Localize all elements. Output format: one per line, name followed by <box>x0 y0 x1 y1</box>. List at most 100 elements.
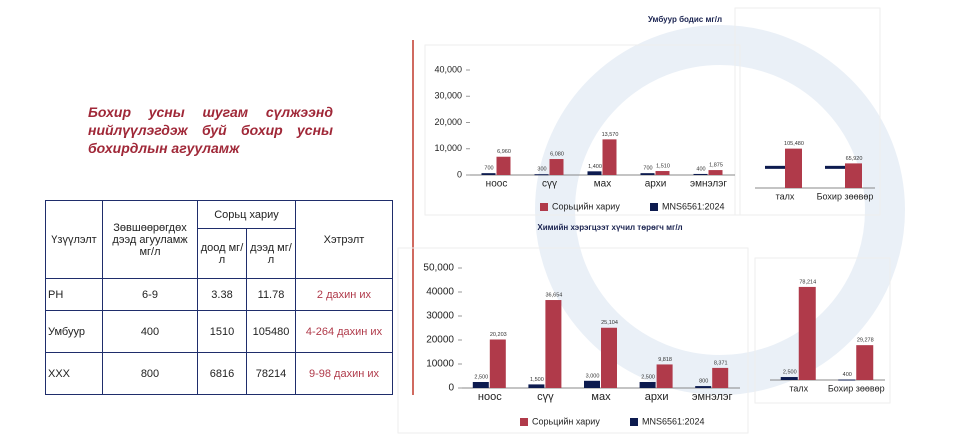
td: 400 <box>102 310 198 353</box>
data-label: 65,920 <box>846 156 863 162</box>
y-tick-label: 40000 <box>426 287 454 298</box>
bar <box>496 156 511 175</box>
data-label: 300 <box>537 167 546 173</box>
td: 2 дахин их <box>295 278 393 311</box>
data-label: 20,203 <box>490 332 507 338</box>
th: дээд мг/л <box>246 228 296 279</box>
legend-label: MNS6561:2024 <box>662 201 725 211</box>
bar <box>534 174 549 176</box>
data-label: 400 <box>843 372 852 378</box>
y-tick-label: 30,000 <box>434 91 462 101</box>
panel <box>397 247 749 434</box>
td: ХХХ <box>45 352 103 395</box>
data-label: 1,510 <box>656 163 670 169</box>
bar <box>584 380 600 388</box>
bar <box>845 163 862 188</box>
data-label: 1,400 <box>588 164 602 170</box>
heading: Бохир усны шугам сүлжээнд нийлүүлэгдэж б… <box>88 104 333 156</box>
bar <box>695 386 712 388</box>
bar <box>856 345 874 380</box>
x-tick-label: эмнэлэг <box>692 391 733 403</box>
y-tick-label: 30000 <box>426 311 454 322</box>
bar <box>798 286 816 380</box>
y-tick-label: 50,000 <box>423 263 454 274</box>
x-tick-label: ноос <box>478 391 502 403</box>
data-label: 25,104 <box>601 320 618 326</box>
th: Зөвшөөрөгдөх дээд агууламж мг/л <box>102 200 198 279</box>
x-tick-label: эмнэлэг <box>690 179 727 190</box>
panel <box>754 257 891 404</box>
td: 11.78 <box>246 278 296 311</box>
legend-label: MNS6561:2024 <box>642 416 705 426</box>
data-label: 400 <box>696 166 705 172</box>
legend-swatch <box>630 418 638 426</box>
table: Үзүүлэлт Зөвшөөрөгдөх дээд агууламж мг/л С… <box>45 200 393 395</box>
bar <box>693 173 708 175</box>
td: Умбуур <box>45 310 103 353</box>
chart-title: Умбуур бодис мг/л <box>648 15 722 24</box>
x-tick-label: талх <box>789 383 808 393</box>
td: 6-9 <box>102 278 198 311</box>
panel <box>424 44 741 216</box>
th: Хэтрэлт <box>295 200 393 279</box>
y-tick-label: 0 <box>457 169 462 179</box>
data-label: 29,278 <box>857 338 874 344</box>
bar <box>481 173 496 175</box>
y-tick-label: 20000 <box>426 335 454 346</box>
x-tick-label: Бохир зөөвөр <box>828 383 885 393</box>
data-label: 78,214 <box>799 279 816 285</box>
y-tick-label: 10000 <box>426 359 454 370</box>
legend-swatch <box>650 203 658 211</box>
data-label: 13,570 <box>602 132 619 138</box>
data-label: 2,500 <box>474 374 488 380</box>
bar <box>601 327 617 388</box>
y-tick-label: 10,000 <box>434 143 462 153</box>
data-label: 105,480 <box>784 141 804 147</box>
data-label: 36,654 <box>545 292 562 298</box>
bar <box>708 170 723 175</box>
data-label: 3,000 <box>586 373 600 379</box>
bar <box>639 382 656 388</box>
bar <box>785 148 802 188</box>
data-label: 6,080 <box>550 151 564 157</box>
td: 105480 <box>246 310 296 353</box>
x-tick-label: Бохир зөөвөр <box>817 191 874 201</box>
x-tick-label: архи <box>645 391 669 403</box>
bar <box>655 171 670 175</box>
y-tick-label: 0 <box>448 383 454 394</box>
legend-swatch <box>540 203 548 211</box>
td: 9-98 дахин их <box>295 352 393 395</box>
legend-label: Сорьцийн хариу <box>532 416 600 426</box>
th: доод мг/л <box>197 228 247 279</box>
x-tick-label: мах <box>594 179 611 190</box>
x-tick-label: талх <box>776 191 795 201</box>
data-label: 8,371 <box>714 360 728 366</box>
data-label: 1,875 <box>709 163 723 169</box>
bar <box>656 364 673 388</box>
y-tick-label: 20,000 <box>434 117 462 127</box>
th: Сорьц хариу <box>197 200 296 229</box>
data-label: 2,500 <box>641 374 655 380</box>
marker <box>825 165 847 169</box>
panel <box>734 7 881 216</box>
bar <box>472 382 489 388</box>
td: 6816 <box>197 352 247 395</box>
chart-title: Химийн хэрэгцээт хүчил төрөгч мг/л <box>537 223 682 232</box>
bar <box>549 159 564 175</box>
data-label: 9,818 <box>658 357 672 363</box>
data-label: 6,960 <box>497 149 511 155</box>
bar <box>545 300 562 388</box>
bar <box>528 384 545 388</box>
data-label: 1,500 <box>530 377 544 383</box>
td: 3.38 <box>197 278 247 311</box>
x-tick-label: архи <box>645 179 667 190</box>
bar <box>640 173 655 175</box>
bar <box>712 367 729 388</box>
bar <box>489 339 506 388</box>
x-tick-label: сүү <box>537 391 554 403</box>
bar <box>602 139 617 175</box>
x-tick-label: сүү <box>542 179 557 190</box>
bar <box>587 171 602 175</box>
y-tick-label: 40,000 <box>434 64 462 74</box>
